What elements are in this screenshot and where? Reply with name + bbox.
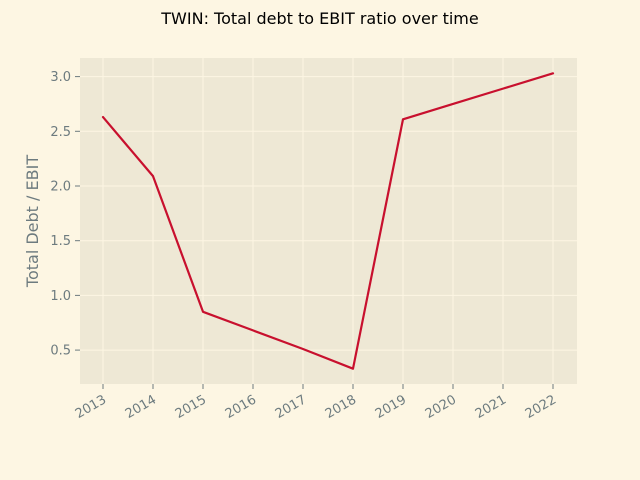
grid-lines <box>80 58 577 384</box>
plot-area <box>80 58 577 384</box>
x-tick-label: 2013 <box>73 392 109 422</box>
y-tick-label: 3.0 <box>50 70 71 85</box>
y-tick-label: 1.0 <box>50 289 71 304</box>
y-axis-label: Total Debt / EBIT <box>23 155 42 288</box>
x-tick-label: 2017 <box>273 392 309 422</box>
chart-title: TWIN: Total debt to EBIT ratio over time <box>160 9 478 28</box>
x-tick-label: 2020 <box>423 392 459 422</box>
x-tick-label: 2021 <box>473 392 509 422</box>
y-tick-label: 2.5 <box>50 125 71 140</box>
x-tick-label: 2015 <box>173 392 209 422</box>
x-tick-label: 2019 <box>373 392 409 422</box>
y-tick-label: 1.5 <box>50 234 71 249</box>
x-tick-label: 2016 <box>223 392 259 422</box>
x-tick-label: 2018 <box>323 392 359 422</box>
y-tick-label: 2.0 <box>50 179 71 194</box>
series-layer <box>101 72 555 370</box>
y-tick-label: 0.5 <box>50 344 71 359</box>
x-tick-label: 2022 <box>523 392 559 422</box>
x-tick-label: 2014 <box>123 392 159 422</box>
series-line <box>101 72 555 370</box>
